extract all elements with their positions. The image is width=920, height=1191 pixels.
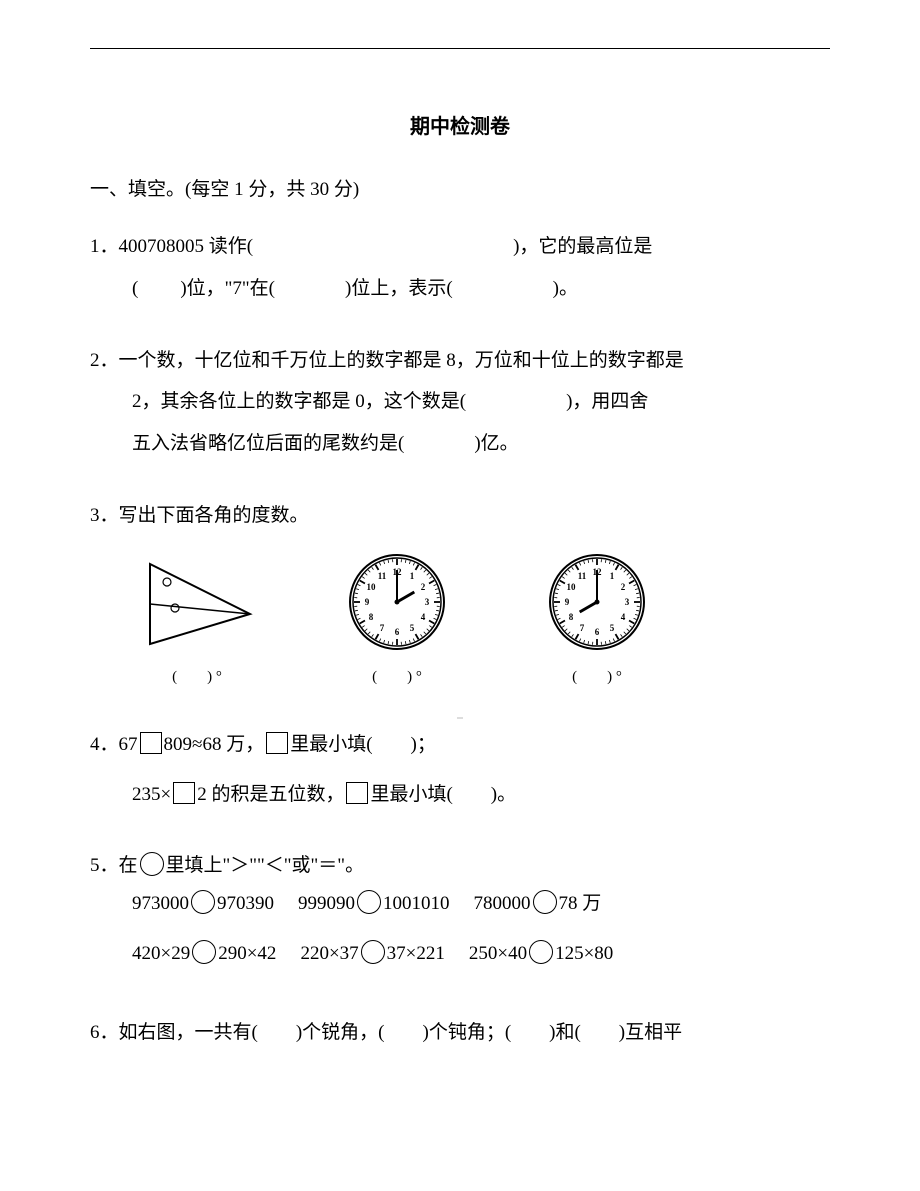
q4-number: 4． bbox=[90, 724, 119, 766]
q2-text-b: 2，其余各位上的数字都是 0，这个数是( bbox=[132, 391, 466, 412]
q3-number: 3． bbox=[90, 495, 119, 537]
svg-text:11: 11 bbox=[578, 571, 587, 581]
svg-text:2: 2 bbox=[621, 582, 626, 592]
angle-figures-row: ( ) ° 121234567891011 ( ) ° 121234567891… bbox=[90, 547, 830, 694]
angle-caption-2: ( ) ° bbox=[332, 661, 462, 694]
q4-text-a: 67 bbox=[119, 734, 138, 755]
cmp-left: 250×40 bbox=[469, 943, 527, 964]
svg-text:4: 4 bbox=[621, 612, 626, 622]
cmp-left: 973000 bbox=[132, 893, 189, 914]
svg-text:8: 8 bbox=[369, 612, 374, 622]
q6-number: 6． bbox=[90, 1012, 119, 1054]
q1-text-f: )。 bbox=[553, 278, 578, 299]
q2-text-d: 五入法省略亿位后面的尾数约是( bbox=[132, 433, 404, 454]
box-icon bbox=[140, 732, 162, 754]
cmp-right: 78 万 bbox=[559, 893, 602, 914]
question-1: 1．400708005 读作( )，它的最高位是 ( )位，"7"在( )位上，表示(… bbox=[90, 226, 830, 310]
svg-text:4: 4 bbox=[421, 612, 426, 622]
section-1-header: 一、填空。(每空 1 分，共 30 分) bbox=[90, 174, 830, 201]
svg-text:9: 9 bbox=[365, 597, 370, 607]
triangle-figure bbox=[132, 547, 262, 657]
watermark-icon: ⎯ bbox=[457, 704, 463, 730]
page-top-rule bbox=[90, 48, 830, 49]
angle-caption-3: ( ) ° bbox=[532, 661, 662, 694]
q1-text-b: )，它的最高位是 bbox=[513, 236, 652, 257]
svg-text:8: 8 bbox=[569, 612, 574, 622]
box-icon bbox=[346, 782, 368, 804]
svg-text:6: 6 bbox=[395, 627, 400, 637]
q6-text: 如右图，一共有( )个锐角，( )个钝角；( )和( )互相平 bbox=[119, 1022, 683, 1043]
cmp-left: 220×37 bbox=[300, 943, 358, 964]
cmp-right: 37×221 bbox=[387, 943, 445, 964]
svg-text:1: 1 bbox=[410, 571, 415, 581]
q2-text-e: )亿。 bbox=[474, 433, 518, 454]
angle-item-2: 121234567891011 ( ) ° bbox=[332, 547, 462, 694]
q1-text-a: 400708005 读作( bbox=[119, 236, 254, 257]
q1-number: 1． bbox=[90, 226, 119, 268]
circle-icon bbox=[533, 890, 557, 914]
svg-text:3: 3 bbox=[625, 597, 630, 607]
svg-text:5: 5 bbox=[410, 623, 415, 633]
q5-text-a: 在 bbox=[119, 855, 138, 876]
svg-text:9: 9 bbox=[565, 597, 570, 607]
cmp-left: 420×29 bbox=[132, 943, 190, 964]
q4-text-b: 809≈68 万， bbox=[164, 734, 265, 755]
angle-item-1: ( ) ° bbox=[132, 547, 262, 694]
box-icon bbox=[266, 732, 288, 754]
circle-icon bbox=[529, 940, 553, 964]
cmp-right: 1001010 bbox=[383, 893, 450, 914]
circle-icon bbox=[140, 852, 164, 876]
cmp-right: 290×42 bbox=[218, 943, 276, 964]
svg-text:1: 1 bbox=[610, 571, 615, 581]
clock-figure-2: 121234567891011 bbox=[332, 547, 462, 657]
circle-icon bbox=[192, 940, 216, 964]
q2-number: 2． bbox=[90, 340, 119, 382]
q4-text-d: 235× bbox=[132, 784, 171, 805]
cmp-left: 999090 bbox=[298, 893, 355, 914]
q3-text: 写出下面各角的度数。 bbox=[119, 505, 309, 526]
clock-figure-3: 121234567891011 bbox=[532, 547, 662, 657]
question-5: 5．在 里填上"＞""＜"或"＝"。 973000 970390 999090 100… bbox=[90, 845, 830, 971]
cmp-right: 970390 bbox=[217, 893, 274, 914]
svg-text:2: 2 bbox=[421, 582, 426, 592]
q5-number: 5． bbox=[90, 845, 119, 887]
question-6: 6．如右图，一共有( )个锐角，( )个钝角；( )和( )互相平 bbox=[90, 1012, 830, 1054]
svg-text:6: 6 bbox=[595, 627, 600, 637]
angle-caption-1: ( ) ° bbox=[132, 661, 262, 694]
angle-item-3: 121234567891011 ( ) ° bbox=[532, 547, 662, 694]
q5-text-b: 里填上"＞""＜"或"＝"。 bbox=[166, 855, 365, 876]
q1-text-d: )位，"7"在( bbox=[180, 278, 275, 299]
circle-icon bbox=[357, 890, 381, 914]
svg-text:5: 5 bbox=[610, 623, 615, 633]
q1-text-c: ( bbox=[132, 278, 138, 299]
question-4: 4．67 809≈68 万， 里最小填( )； 235× 2 的积是五位数， 里最小填(… bbox=[90, 724, 830, 816]
question-2: 2．一个数，十亿位和千万位上的数字都是 8，万位和十位上的数字都是 2，其余各位… bbox=[90, 340, 830, 465]
circle-icon bbox=[191, 890, 215, 914]
svg-text:7: 7 bbox=[380, 623, 385, 633]
compare-row-1: 973000 970390 999090 1001010 780000 78 万 bbox=[90, 887, 830, 921]
svg-text:10: 10 bbox=[567, 582, 577, 592]
box-icon bbox=[173, 782, 195, 804]
question-3: 3．写出下面各角的度数。 ( ) ° 121234567891011 ( ) °… bbox=[90, 495, 830, 694]
cmp-right: 125×80 bbox=[555, 943, 613, 964]
svg-text:3: 3 bbox=[425, 597, 430, 607]
q2-text-c: )，用四舍 bbox=[566, 391, 648, 412]
cmp-left: 780000 bbox=[474, 893, 531, 914]
q1-text-e: )位上，表示( bbox=[345, 278, 453, 299]
circle-icon bbox=[361, 940, 385, 964]
svg-text:10: 10 bbox=[367, 582, 377, 592]
q4-text-f: 里最小填( )。 bbox=[370, 784, 516, 805]
q2-text-a: 一个数，十亿位和千万位上的数字都是 8，万位和十位上的数字都是 bbox=[119, 350, 684, 371]
svg-text:11: 11 bbox=[378, 571, 387, 581]
q4-text-c: 里最小填( )； bbox=[290, 734, 436, 755]
q4-text-e: 2 的积是五位数， bbox=[197, 784, 344, 805]
svg-text:7: 7 bbox=[580, 623, 585, 633]
page-title: 期中检测卷 bbox=[90, 110, 830, 139]
compare-row-2: 420×29 290×42 220×37 37×221 250×40 125×80 bbox=[90, 937, 830, 971]
